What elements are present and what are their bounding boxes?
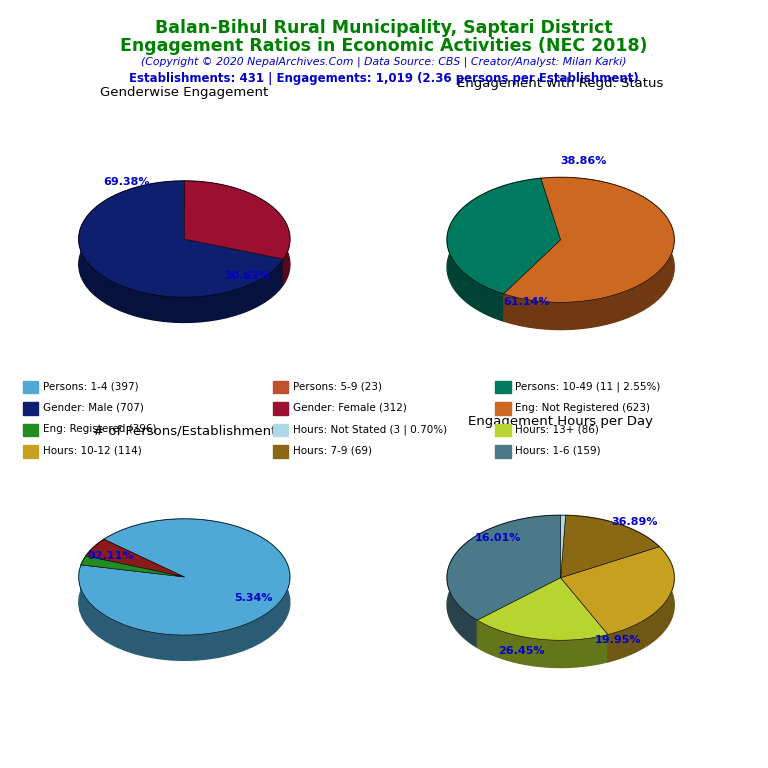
Polygon shape (477, 621, 608, 667)
Polygon shape (504, 177, 674, 303)
Polygon shape (561, 547, 674, 634)
Polygon shape (86, 539, 184, 577)
Polygon shape (447, 178, 541, 321)
Polygon shape (608, 547, 674, 662)
Polygon shape (79, 519, 290, 660)
Polygon shape (79, 519, 290, 635)
Text: 61.14%: 61.14% (503, 296, 550, 306)
Polygon shape (561, 515, 566, 543)
Polygon shape (447, 515, 561, 647)
Text: 5.34%: 5.34% (233, 593, 272, 603)
Text: Persons: 1-4 (397): Persons: 1-4 (397) (43, 381, 139, 392)
Text: Persons: 10-49 (11 | 2.55%): Persons: 10-49 (11 | 2.55%) (515, 381, 660, 392)
Polygon shape (561, 515, 659, 578)
Text: Hours: 7-9 (69): Hours: 7-9 (69) (293, 445, 372, 456)
Text: 16.01%: 16.01% (475, 534, 521, 544)
Polygon shape (447, 178, 561, 294)
Polygon shape (184, 181, 290, 259)
Text: Balan-Bihul Rural Municipality, Saptari District: Balan-Bihul Rural Municipality, Saptari … (155, 19, 613, 37)
Polygon shape (81, 556, 184, 577)
Text: Hours: 13+ (86): Hours: 13+ (86) (515, 424, 599, 435)
Text: 69.38%: 69.38% (103, 177, 150, 187)
Text: Eng: Not Registered (623): Eng: Not Registered (623) (515, 402, 650, 413)
Polygon shape (566, 515, 659, 574)
Polygon shape (81, 556, 86, 591)
Text: 92.11%: 92.11% (87, 551, 134, 561)
Polygon shape (504, 177, 674, 329)
Title: Engagement with Regd. Status: Engagement with Regd. Status (458, 77, 664, 90)
Text: 38.86%: 38.86% (560, 156, 607, 166)
Text: Engagement Ratios in Economic Activities (NEC 2018): Engagement Ratios in Economic Activities… (121, 37, 647, 55)
Polygon shape (447, 515, 561, 621)
Text: Gender: Male (707): Gender: Male (707) (43, 402, 144, 413)
Text: 36.89%: 36.89% (611, 517, 657, 527)
Polygon shape (79, 181, 283, 323)
Text: Hours: 10-12 (114): Hours: 10-12 (114) (43, 445, 142, 456)
Polygon shape (79, 181, 283, 297)
Title: Genderwise Engagement: Genderwise Engagement (100, 86, 269, 99)
Polygon shape (184, 181, 290, 284)
Title: # of Persons/Establishment: # of Persons/Establishment (93, 424, 276, 437)
Polygon shape (86, 539, 104, 581)
Text: 19.95%: 19.95% (594, 634, 641, 644)
Text: Eng: Registered (396): Eng: Registered (396) (43, 424, 157, 435)
Title: Engagement Hours per Day: Engagement Hours per Day (468, 415, 653, 428)
Text: Hours: 1-6 (159): Hours: 1-6 (159) (515, 445, 601, 456)
Text: 26.45%: 26.45% (498, 646, 545, 656)
Text: (Copyright © 2020 NepalArchives.Com | Data Source: CBS | Creator/Analyst: Milan : (Copyright © 2020 NepalArchives.Com | Da… (141, 57, 627, 68)
Polygon shape (561, 515, 566, 578)
Polygon shape (477, 578, 608, 641)
Text: Persons: 5-9 (23): Persons: 5-9 (23) (293, 381, 382, 392)
Text: Gender: Female (312): Gender: Female (312) (293, 402, 406, 413)
Text: Establishments: 431 | Engagements: 1,019 (2.36 persons per Establishment): Establishments: 431 | Engagements: 1,019… (129, 72, 639, 85)
Text: Hours: Not Stated (3 | 0.70%): Hours: Not Stated (3 | 0.70%) (293, 424, 447, 435)
Text: 30.62%: 30.62% (224, 270, 271, 280)
